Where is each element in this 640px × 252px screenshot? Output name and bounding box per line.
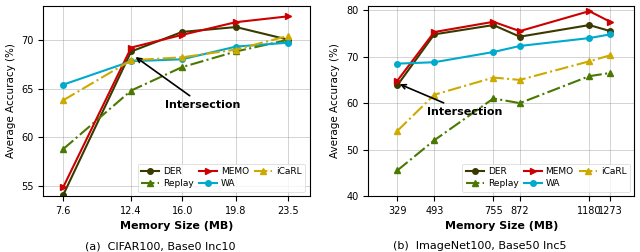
- iCaRL: [179, 56, 186, 59]
- WA: [490, 50, 497, 53]
- X-axis label: Memory Size (MB): Memory Size (MB): [120, 221, 233, 231]
- MEMO: [586, 10, 593, 13]
- Text: Intersection: Intersection: [401, 85, 502, 117]
- Replay: [179, 66, 186, 69]
- Text: (b)  ImageNet100, Base50 Inc5: (b) ImageNet100, Base50 Inc5: [393, 241, 567, 251]
- WA: [431, 61, 438, 64]
- X-axis label: Memory Size (MB): Memory Size (MB): [445, 221, 558, 231]
- DER: [516, 35, 524, 38]
- MEMO: [285, 15, 292, 18]
- DER: [490, 23, 497, 26]
- MEMO: [490, 20, 497, 23]
- WA: [60, 83, 67, 86]
- DER: [586, 23, 593, 26]
- iCaRL: [394, 130, 401, 133]
- Legend: DER, Replay, MEMO, WA, iCaRL: DER, Replay, MEMO, WA, iCaRL: [462, 164, 630, 192]
- WA: [394, 62, 401, 65]
- WA: [179, 58, 186, 61]
- Line: WA: WA: [394, 32, 613, 67]
- iCaRL: [431, 93, 438, 96]
- DER: [431, 33, 438, 36]
- MEMO: [516, 29, 524, 33]
- iCaRL: [60, 99, 67, 102]
- DER: [127, 50, 135, 53]
- Replay: [232, 50, 240, 53]
- Replay: [127, 89, 135, 92]
- MEMO: [431, 30, 438, 34]
- MEMO: [127, 46, 135, 49]
- Line: MEMO: MEMO: [394, 8, 613, 84]
- Line: MEMO: MEMO: [60, 14, 291, 190]
- Replay: [586, 75, 593, 78]
- iCaRL: [285, 34, 292, 37]
- iCaRL: [232, 48, 240, 51]
- iCaRL: [127, 59, 135, 62]
- Line: iCaRL: iCaRL: [60, 33, 291, 103]
- Text: Intersection: Intersection: [137, 58, 241, 110]
- Replay: [607, 71, 614, 74]
- Replay: [60, 148, 67, 151]
- Line: DER: DER: [394, 22, 613, 88]
- MEMO: [394, 79, 401, 82]
- Y-axis label: Average Accuracy (%): Average Accuracy (%): [330, 43, 340, 158]
- DER: [179, 30, 186, 34]
- DER: [394, 84, 401, 87]
- WA: [516, 44, 524, 47]
- MEMO: [232, 21, 240, 24]
- MEMO: [60, 186, 67, 189]
- Replay: [431, 139, 438, 142]
- WA: [127, 60, 135, 63]
- WA: [607, 33, 614, 36]
- DER: [607, 29, 614, 33]
- iCaRL: [490, 76, 497, 79]
- iCaRL: [586, 60, 593, 63]
- DER: [232, 25, 240, 28]
- MEMO: [607, 20, 614, 23]
- DER: [285, 38, 292, 41]
- iCaRL: [607, 54, 614, 57]
- iCaRL: [516, 78, 524, 81]
- Line: WA: WA: [60, 40, 291, 87]
- Line: iCaRL: iCaRL: [394, 52, 613, 134]
- WA: [586, 37, 593, 40]
- MEMO: [179, 33, 186, 36]
- Line: Replay: Replay: [394, 70, 613, 173]
- Replay: [394, 169, 401, 172]
- WA: [285, 41, 292, 44]
- Replay: [490, 97, 497, 100]
- Legend: DER, Replay, MEMO, WA, iCaRL: DER, Replay, MEMO, WA, iCaRL: [138, 164, 305, 192]
- Text: (a)  CIFAR100, Base0 Inc10: (a) CIFAR100, Base0 Inc10: [84, 241, 236, 251]
- DER: [60, 194, 67, 197]
- WA: [232, 45, 240, 48]
- Line: Replay: Replay: [60, 37, 291, 152]
- Replay: [285, 38, 292, 41]
- Y-axis label: Average Accuracy (%): Average Accuracy (%): [6, 43, 15, 158]
- Replay: [516, 102, 524, 105]
- Line: DER: DER: [60, 24, 291, 198]
